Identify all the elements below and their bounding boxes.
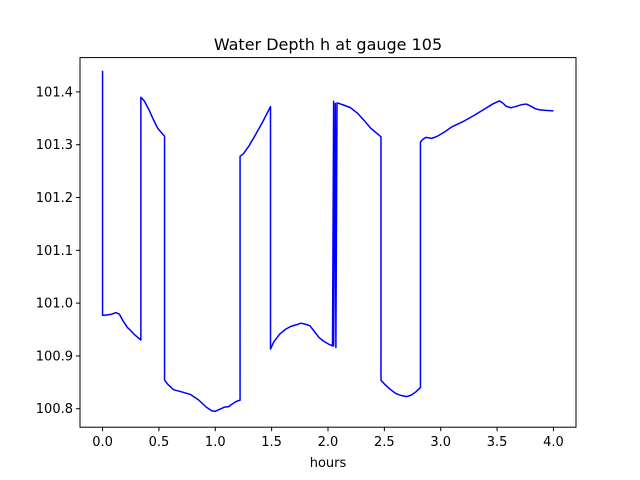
x-axis: 0.0 0.5 1.0 1.5 2.0 2.5 3.0 3.5 4.0 <box>92 427 564 450</box>
x-tick-label: 3.0 <box>430 435 451 450</box>
x-tick-label: 4.0 <box>543 435 564 450</box>
x-tick-label: 3.5 <box>487 435 508 450</box>
y-tick-label: 101.0 <box>36 297 73 312</box>
y-tick-label: 101.2 <box>36 191 73 206</box>
x-tick-label: 0.0 <box>92 435 113 450</box>
x-axis-label: hours <box>310 456 347 471</box>
y-axis: 100.8 100.9 101.0 101.1 101.2 101.3 101.4 <box>36 85 80 417</box>
y-tick-label: 101.4 <box>36 85 73 100</box>
x-tick-label: 0.5 <box>149 435 170 450</box>
series-line-1 <box>101 70 554 413</box>
plot-lines <box>101 70 554 413</box>
y-tick-label: 101.1 <box>36 244 73 259</box>
x-tick-label: 2.5 <box>374 435 395 450</box>
y-tick-label: 100.9 <box>36 349 73 364</box>
y-tick-label: 100.8 <box>36 402 73 417</box>
chart-title: Water Depth h at gauge 105 <box>214 35 442 54</box>
x-tick-label: 1.5 <box>261 435 282 450</box>
x-tick-label: 2.0 <box>318 435 339 450</box>
x-tick-label: 1.0 <box>205 435 226 450</box>
y-tick-label: 101.3 <box>36 138 73 153</box>
